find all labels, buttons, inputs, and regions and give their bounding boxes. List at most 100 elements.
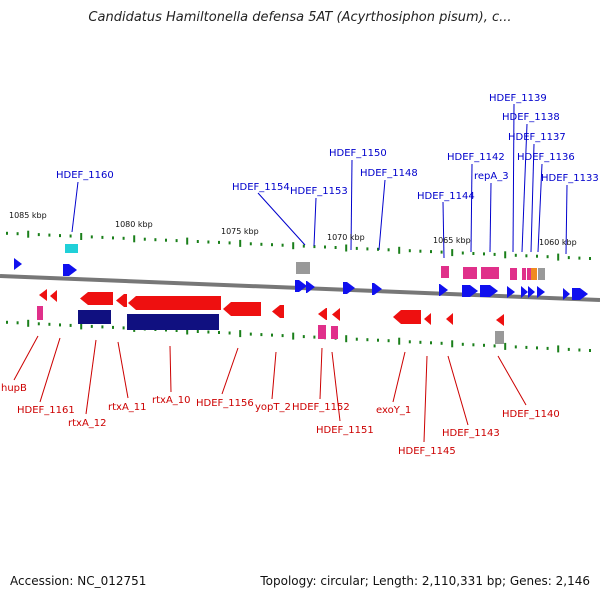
scale-tick — [345, 244, 348, 252]
feature-box — [527, 268, 532, 280]
scale-tick — [101, 235, 104, 239]
scale-tick — [440, 250, 443, 254]
gene-label-HDEF_1150[interactable]: HDEF_1150 — [329, 148, 387, 159]
scale-tick — [59, 323, 61, 327]
gene-label-rtxA_10[interactable]: rtxA_10 — [152, 395, 191, 406]
scale-tick — [408, 340, 411, 344]
scale-tick — [80, 322, 83, 330]
scale-tick — [281, 243, 284, 247]
reverse-gene — [496, 314, 504, 326]
scale-tick — [207, 240, 210, 244]
scale-tick — [567, 256, 570, 260]
scale-tick — [271, 243, 273, 247]
gene-label-HDEF_1151[interactable]: HDEF_1151 — [316, 425, 374, 436]
scale-tick — [249, 242, 252, 246]
scale-tick — [408, 249, 411, 253]
scale-tick — [228, 331, 231, 335]
gene-label-HDEF_1142[interactable]: HDEF_1142 — [447, 152, 505, 163]
gene-label-repA_3[interactable]: repA_3 — [474, 171, 509, 182]
scale-tick — [514, 253, 517, 257]
scale-tick — [122, 236, 125, 240]
gene-label-HDEF_1161[interactable]: HDEF_1161 — [17, 405, 75, 416]
scale-tick — [281, 334, 284, 338]
reverse-gene — [128, 296, 221, 310]
kbp-label-1070: 1070 kbp — [327, 233, 365, 242]
scale-tick — [525, 254, 528, 258]
gene-label-HDEF_1145[interactable]: HDEF_1145 — [398, 446, 456, 457]
scale-tick — [483, 252, 485, 256]
scale-tick — [578, 256, 581, 260]
callout-line — [313, 197, 317, 247]
scale-tick — [567, 347, 570, 351]
scale-tick — [69, 323, 72, 327]
scale-tick — [472, 252, 475, 255]
gene-label-rtxA_11[interactable]: rtxA_11 — [108, 402, 147, 413]
gene-label-HDEF_1143[interactable]: HDEF_1143 — [442, 428, 500, 439]
scale-tick — [377, 338, 379, 342]
reverse-gene — [272, 305, 284, 318]
scale-tick — [377, 247, 379, 251]
scale-tick — [493, 344, 496, 348]
scale-tick — [398, 246, 401, 254]
scale-tick — [90, 235, 93, 239]
scale-tick — [430, 250, 432, 254]
scale-tick — [451, 340, 454, 348]
gene-label-HDEF_1138[interactable]: HDEF_1138 — [502, 112, 560, 123]
scale-tick — [472, 343, 475, 347]
gene-label-HDEF_1140[interactable]: HDEF_1140 — [502, 409, 560, 420]
callout-line — [350, 159, 353, 251]
callout-line — [489, 182, 492, 253]
callout-line — [423, 355, 428, 443]
gene-label-HDEF_1144[interactable]: HDEF_1144 — [417, 191, 475, 202]
scale-tick — [461, 342, 464, 346]
gene-label-HDEF_1136[interactable]: HDEF_1136 — [517, 152, 575, 163]
reverse-gene — [424, 313, 431, 325]
gene-label-HDEF_1137[interactable]: HDEF_1137 — [508, 132, 566, 143]
gene-label-HDEF_1152[interactable]: HDEF_1152 — [292, 402, 350, 413]
scale-tick — [186, 327, 189, 335]
scale-tick — [6, 231, 8, 235]
callout-line — [221, 347, 239, 395]
gene-label-rtxA_12[interactable]: rtxA_12 — [68, 418, 107, 429]
callout-line — [117, 341, 129, 399]
scale-tick — [249, 332, 252, 336]
scale-tick — [324, 245, 326, 249]
callout-line — [71, 181, 79, 233]
gene-label-hupB[interactable]: hupB — [1, 383, 27, 394]
scale-tick — [175, 239, 178, 243]
scale-tick — [557, 345, 560, 353]
scale-tick — [292, 242, 295, 250]
scale-tick — [387, 339, 390, 343]
gene-label-HDEF_1160[interactable]: HDEF_1160 — [56, 170, 114, 181]
reverse-gene — [50, 290, 57, 302]
feature-box — [481, 267, 499, 279]
scale-tick — [59, 234, 61, 238]
forward-gene — [528, 286, 535, 298]
scale-tick — [557, 253, 560, 261]
scale-tick — [419, 340, 422, 344]
reverse-gene — [39, 289, 47, 301]
callout-line — [392, 351, 406, 403]
scale-tick — [112, 325, 114, 329]
scale-tick — [112, 236, 114, 240]
gene-label-HDEF_1139[interactable]: HDEF_1139 — [489, 93, 547, 104]
reverse-gene — [80, 292, 113, 305]
scale-tick — [122, 326, 125, 330]
forward-gene — [563, 288, 570, 300]
gene-label-yopT_2[interactable]: yopT_2 — [255, 402, 291, 413]
gene-label-HDEF_1133[interactable]: HDEF_1133 — [541, 173, 599, 184]
scale-tick — [239, 330, 242, 338]
callout-line — [257, 192, 306, 246]
callout-line — [319, 347, 323, 400]
gene-label-HDEF_1156[interactable]: HDEF_1156 — [196, 398, 254, 409]
scale-tick — [546, 346, 549, 350]
gene-label-HDEF_1154[interactable]: HDEF_1154 — [232, 182, 290, 193]
callout-line — [169, 345, 172, 393]
gene-label-exoY_1[interactable]: exoY_1 — [376, 405, 411, 416]
gene-label-HDEF_1153[interactable]: HDEF_1153 — [290, 186, 348, 197]
scale-tick — [196, 330, 199, 333]
scale-tick — [271, 333, 273, 337]
accession-text: Accession: NC_012751 — [10, 574, 147, 588]
forward-gene — [439, 284, 448, 296]
gene-label-HDEF_1148[interactable]: HDEF_1148 — [360, 168, 418, 179]
